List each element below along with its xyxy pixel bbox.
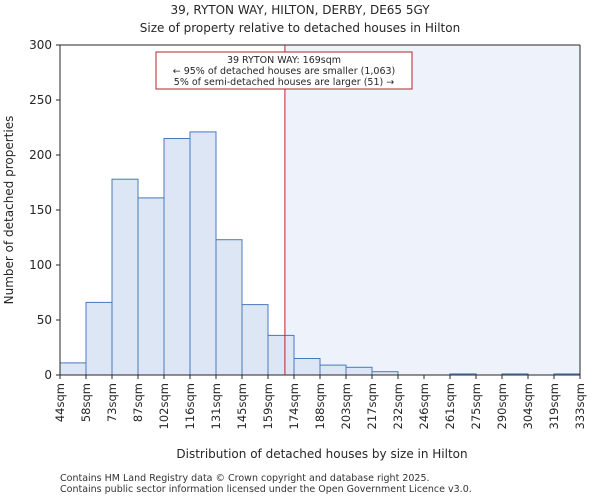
x-tick-label-131sqm: 131sqm xyxy=(209,383,223,429)
y-tick-label-250: 250 xyxy=(29,93,52,107)
y-tick-label-50: 50 xyxy=(37,313,52,327)
bar-87sqm xyxy=(137,197,165,376)
larger-region-shade xyxy=(284,45,580,375)
y-tick-label-300: 300 xyxy=(29,38,52,52)
x-tick-label-188sqm: 188sqm xyxy=(313,383,327,429)
y-axis-label: Number of detached properties xyxy=(2,116,16,305)
annotation-line-2: ← 95% of detached houses are smaller (1,… xyxy=(173,66,396,77)
y-tick-label-100: 100 xyxy=(29,258,52,272)
x-tick-label-58sqm: 58sqm xyxy=(79,383,93,422)
x-tick-label-116sqm: 116sqm xyxy=(183,383,197,429)
bar-203sqm xyxy=(345,366,373,376)
marker-layer: 39 RYTON WAY: 169sqm← 95% of detached ho… xyxy=(155,45,413,375)
x-tick-label-304sqm: 304sqm xyxy=(521,383,535,429)
histogram-chart: 39, RYTON WAY, HILTON, DERBY, DE65 5GY S… xyxy=(2,3,587,461)
bar-44sqm xyxy=(59,362,87,376)
chart-title: 39, RYTON WAY, HILTON, DERBY, DE65 5GY xyxy=(170,3,430,17)
x-tick-label-232sqm: 232sqm xyxy=(391,383,405,429)
x-tick-label-73sqm: 73sqm xyxy=(105,383,119,422)
x-tick-label-261sqm: 261sqm xyxy=(443,383,457,429)
x-tick-label-275sqm: 275sqm xyxy=(469,383,483,429)
x-tick-label-87sqm: 87sqm xyxy=(131,383,145,422)
x-tick-label-159sqm: 159sqm xyxy=(261,383,275,429)
x-tick-label-319sqm: 319sqm xyxy=(547,383,561,429)
x-tick-label-203sqm: 203sqm xyxy=(339,383,353,429)
y-tick-label-200: 200 xyxy=(29,148,52,162)
annotation-line-1: 39 RYTON WAY: 169sqm xyxy=(227,55,341,66)
bar-58sqm xyxy=(85,301,113,376)
bar-73sqm xyxy=(111,178,139,376)
bars-layer xyxy=(59,131,581,376)
bar-102sqm xyxy=(163,138,191,376)
annotation-box xyxy=(155,51,413,90)
x-tick-label-44sqm: 44sqm xyxy=(53,383,67,422)
bar-131sqm xyxy=(215,239,243,376)
x-tick-label-246sqm: 246sqm xyxy=(417,383,431,429)
x-tick-label-174sqm: 174sqm xyxy=(287,383,301,429)
bar-116sqm xyxy=(189,131,217,376)
x-axis-label: Distribution of detached houses by size … xyxy=(176,447,467,461)
chart-subtitle: Size of property relative to detached ho… xyxy=(140,21,460,35)
x-tick-label-217sqm: 217sqm xyxy=(365,383,379,429)
shade-layer xyxy=(284,45,580,375)
bar-188sqm xyxy=(319,364,347,376)
x-tick-label-290sqm: 290sqm xyxy=(495,383,509,429)
x-tick-label-145sqm: 145sqm xyxy=(235,383,249,429)
annotation-line-3: 5% of semi-detached houses are larger (5… xyxy=(174,77,394,88)
x-tick-label-333sqm: 333sqm xyxy=(573,383,587,429)
axes-layer: 0 50 100 150 200 250 300 44sqm 58sqm 73sqm 87sqm 10… xyxy=(29,38,587,429)
x-tick-label-102sqm: 102sqm xyxy=(157,383,171,429)
bar-159sqm xyxy=(267,334,295,376)
y-tick-label-0: 0 xyxy=(44,368,52,382)
bar-174sqm xyxy=(293,358,321,376)
footer-line-1: Contains HM Land Registry data © Crown c… xyxy=(60,473,430,484)
bar-145sqm xyxy=(241,304,269,376)
footer-line-2: Contains public sector information licen… xyxy=(60,484,472,495)
y-tick-label-150: 150 xyxy=(29,203,52,217)
